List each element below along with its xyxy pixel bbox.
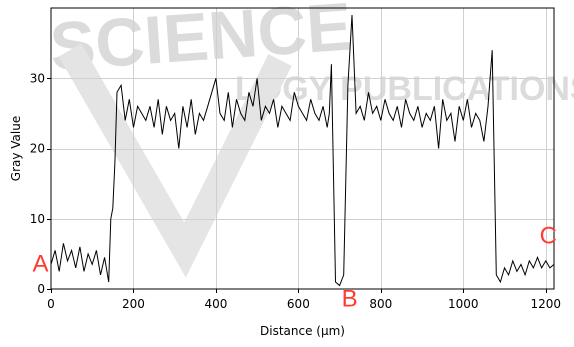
x-tick-labels: 0 200 400 600 800 1000 1200 (47, 297, 561, 311)
watermark: SCIENCE LOGY PUBLICATIONS (48, 0, 574, 278)
x-tick-label: 600 (287, 297, 310, 311)
grid-lines (51, 8, 554, 289)
marker-c: C (540, 222, 557, 249)
y-axis-label: Gray Value (9, 116, 23, 181)
x-tick-label: 1200 (530, 297, 561, 311)
x-tick-label: 1000 (448, 297, 479, 311)
y-tick-label: 10 (30, 212, 45, 226)
axis-ticks (47, 78, 547, 293)
plot-frame (50, 7, 555, 290)
x-tick-label: 0 (47, 297, 55, 311)
x-axis-label: Distance (µm) (260, 324, 345, 338)
y-tick-labels: 0 10 20 30 (30, 71, 45, 296)
gray-value-line (50, 14, 555, 287)
x-tick-label: 200 (122, 297, 145, 311)
y-tick-label: 30 (30, 71, 45, 85)
x-tick-label: 400 (204, 297, 227, 311)
x-tick-label: 800 (369, 297, 392, 311)
y-tick-label: 0 (37, 282, 45, 296)
y-tick-label: 20 (30, 142, 45, 156)
svg-text:LOGY PUBLICATIONS: LOGY PUBLICATIONS (235, 70, 574, 108)
marker-a: A (32, 250, 48, 277)
marker-b: B (342, 286, 358, 313)
